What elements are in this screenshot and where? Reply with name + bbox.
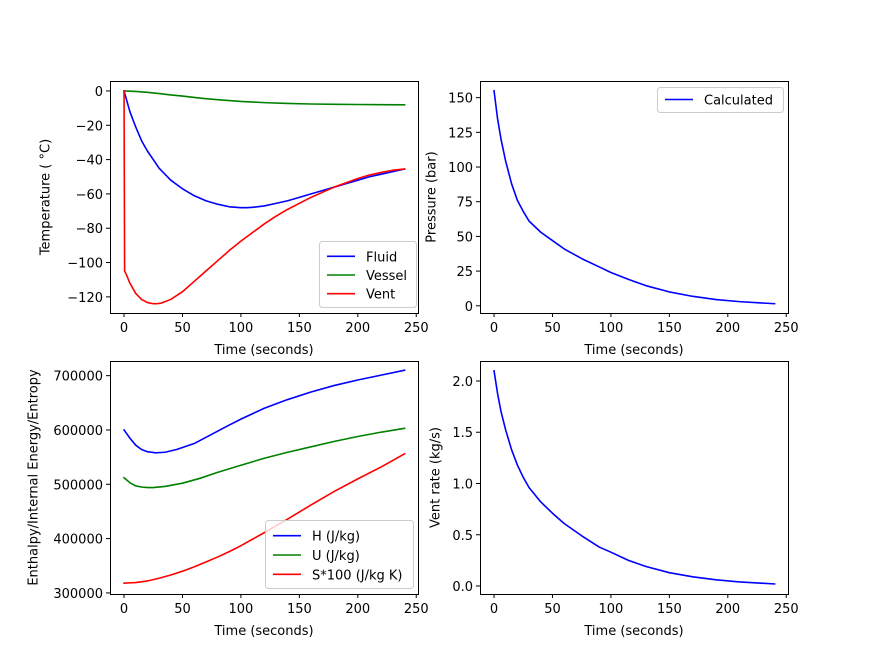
vent-rate-x-axis-label: Time (seconds)	[583, 624, 683, 639]
temperature-x-tick-label: 100	[229, 321, 254, 336]
pressure-x-tick-label: 50	[544, 321, 561, 336]
vent-rate-x-tick-label: 0	[490, 602, 498, 617]
energy-legend-label: S*100 (J/kg K)	[312, 568, 403, 583]
pressure-x-axis-label: Time (seconds)	[583, 343, 683, 358]
temperature-lines	[123, 89, 406, 305]
pressure-y-tick-label: 125	[448, 126, 473, 141]
energy-x-tick-label: 50	[174, 602, 191, 617]
vent-rate-x-tick-label: 50	[544, 602, 561, 617]
temperature-legend-label: Vent	[366, 288, 395, 303]
vent-rate-y-tick-label: 0.5	[452, 529, 473, 544]
vent-rate-x-tick-label: 250	[774, 602, 799, 617]
energy-y-tick-label: 400000	[53, 533, 103, 548]
temperature-legend-label: Fluid	[366, 250, 397, 265]
vent-rate-y-axis-label: Vent rate (kg/s)	[429, 427, 444, 528]
energy-y-tick-label: 700000	[53, 370, 103, 385]
pressure-y-tick-label: 150	[448, 92, 473, 107]
temperature-x-tick-label: 150	[287, 321, 312, 336]
vent-rate-y-tick-label: 2.0	[452, 375, 473, 390]
pressure-y-axis-label: Pressure (bar)	[425, 151, 440, 242]
energy-series-h-j-kg	[122, 369, 406, 454]
temperature-y-tick-label: −60	[76, 188, 103, 203]
temperature-legend: Fluid Vessel Vent	[319, 241, 417, 308]
energy-y-axis-label: Enthalpy/Internal Energy/Entropy	[27, 369, 42, 586]
vent-rate-y-tick-label: 1.0	[452, 477, 473, 492]
temperature-series-vessel	[123, 90, 406, 106]
temperature-ticks: 0 50 100 150 200 250 0 −20 −40 −60 −80 −100 −120	[67, 85, 428, 336]
vent-rate-x-tick-label: 150	[657, 602, 682, 617]
energy-x-axis-label: Time (seconds)	[213, 624, 313, 639]
temperature-legend-box	[319, 241, 417, 308]
pressure-y-tick-label: 50	[456, 230, 473, 245]
energy-x-tick-label: 250	[404, 602, 429, 617]
energy-y-tick-label: 600000	[53, 424, 103, 439]
pressure-x-tick-label: 150	[657, 321, 682, 336]
energy-y-tick-label: 500000	[53, 478, 103, 493]
pressure-ticks: 0 50 100 150 200 250 0 25 50 75 100 125 150	[448, 92, 798, 336]
energy-axes-frame	[110, 361, 419, 595]
temperature-x-tick-label: 200	[345, 321, 370, 336]
energy-legend-label: H (J/kg)	[312, 530, 360, 545]
pressure-y-tick-label: 25	[456, 265, 473, 280]
temperature-y-axis-label: Temperature ( °C)	[39, 139, 54, 256]
temperature-axes-frame	[110, 81, 419, 314]
vent-rate-chart: 0 50 100 150 200 250 0.0 0.5 1.0 1.5 2.0 Time (sec…	[429, 361, 799, 639]
pressure-x-tick-label: 100	[599, 321, 624, 336]
pressure-lines	[493, 89, 776, 305]
temperature-x-tick-label: 50	[174, 321, 191, 336]
temperature-series-fluid	[123, 89, 406, 209]
energy-ticks: 0 50 100 150 200 250 300000 400000 500000 600000 7…	[53, 370, 428, 617]
vent-rate-axes-frame	[480, 361, 789, 595]
temperature-x-axis-label: Time (seconds)	[213, 343, 313, 358]
vent-rate-series-vent-rate	[493, 369, 776, 585]
pressure-x-tick-label: 200	[715, 321, 740, 336]
pressure-chart: 0 50 100 150 200 250 0 25 50 75 100 125 150 Time (se…	[425, 81, 799, 358]
temperature-legend-label: Vessel	[366, 269, 407, 284]
vent-rate-y-tick-label: 0.0	[452, 580, 473, 595]
energy-x-tick-label: 100	[229, 602, 254, 617]
pressure-y-tick-label: 100	[448, 161, 473, 176]
pressure-legend: Calculated	[657, 87, 784, 113]
energy-x-tick-label: 200	[345, 602, 370, 617]
pressure-x-tick-label: 250	[774, 321, 799, 336]
pressure-y-tick-label: 0	[465, 300, 473, 315]
pressure-legend-box	[657, 87, 784, 113]
pressure-legend-label: Calculated	[704, 94, 773, 109]
temperature-y-tick-label: −100	[67, 257, 103, 272]
temperature-series-vent	[123, 90, 406, 305]
pressure-series-calculated	[493, 89, 776, 305]
vent-rate-y-tick-label: 1.5	[452, 426, 473, 441]
vent-rate-x-tick-label: 200	[715, 602, 740, 617]
temperature-x-tick-label: 250	[404, 321, 429, 336]
pressure-x-tick-label: 0	[490, 321, 498, 336]
energy-y-tick-label: 300000	[53, 587, 103, 602]
temperature-x-tick-label: 0	[120, 321, 128, 336]
temperature-y-tick-label: 0	[95, 85, 103, 100]
energy-chart: 0 50 100 150 200 250 300000 400000 500000 600000 7…	[27, 361, 429, 639]
energy-series-s-100-j-kg-k	[123, 452, 406, 584]
temperature-y-tick-label: −80	[76, 222, 103, 237]
pressure-axes-frame	[480, 81, 789, 314]
temperature-y-tick-label: −20	[76, 119, 103, 134]
energy-legend: H (J/kg) U (J/kg) S*100 (J/kg K)	[265, 520, 414, 589]
temperature-chart: 0 50 100 150 200 250 0 −20 −40 −60 −80 −100 −120 Tim…	[39, 81, 429, 358]
vent-rate-lines	[493, 369, 776, 585]
pressure-y-tick-label: 75	[456, 196, 473, 211]
vent-rate-ticks: 0 50 100 150 200 250 0.0 0.5 1.0 1.5 2.0	[452, 375, 798, 617]
temperature-y-tick-label: −120	[67, 291, 103, 306]
energy-x-tick-label: 150	[287, 602, 312, 617]
temperature-y-tick-label: −40	[76, 154, 103, 169]
energy-legend-box	[265, 520, 414, 589]
energy-x-tick-label: 0	[120, 602, 128, 617]
vent-rate-x-tick-label: 100	[599, 602, 624, 617]
energy-series-u-j-kg	[122, 427, 406, 489]
energy-legend-label: U (J/kg)	[312, 549, 360, 564]
energy-lines	[122, 369, 406, 584]
